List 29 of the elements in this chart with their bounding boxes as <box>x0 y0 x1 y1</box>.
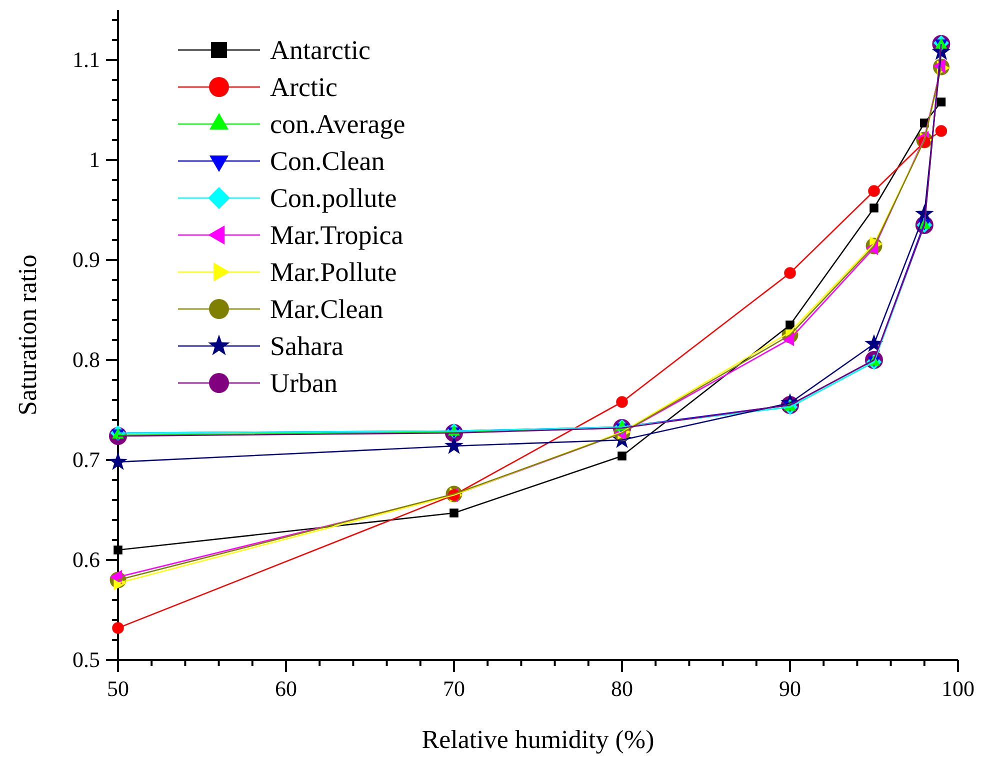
y-tick-label: 0.5 <box>72 647 100 672</box>
legend-label: con.Average <box>270 109 406 139</box>
x-tick-label: 100 <box>942 676 974 701</box>
y-tick-label: 0.9 <box>72 247 100 272</box>
legend-label: Con.Clean <box>270 146 386 176</box>
x-tick-label: 70 <box>443 676 465 701</box>
point <box>112 622 124 634</box>
y-tick-label: 0.8 <box>72 347 100 372</box>
y-tick-label: 1 <box>89 147 100 172</box>
y-tick-label: 0.7 <box>72 447 100 472</box>
x-tick-label: 60 <box>275 676 297 701</box>
legend-label: Con.pollute <box>270 183 397 213</box>
x-tick-label: 90 <box>779 676 801 701</box>
x-axis-title: Relative humidity (%) <box>422 725 654 754</box>
y-tick-label: 0.6 <box>72 547 100 572</box>
legend-label: Mar.Tropica <box>270 220 404 250</box>
legend-label: Sahara <box>270 331 344 361</box>
legend-label: Urban <box>270 368 338 398</box>
point <box>108 452 128 470</box>
legend-label: Mar.Pollute <box>270 257 397 287</box>
legend-label: Arctic <box>270 72 338 102</box>
legend-label: Mar.Clean <box>270 294 384 324</box>
x-tick-label: 50 <box>107 676 129 701</box>
x-tick-label: 80 <box>611 676 633 701</box>
legend-label: Antarctic <box>270 35 370 65</box>
y-tick-label: 1.1 <box>72 47 100 72</box>
y-axis-title: Saturation ratio <box>13 254 42 416</box>
point <box>114 546 122 554</box>
point <box>935 125 948 137</box>
